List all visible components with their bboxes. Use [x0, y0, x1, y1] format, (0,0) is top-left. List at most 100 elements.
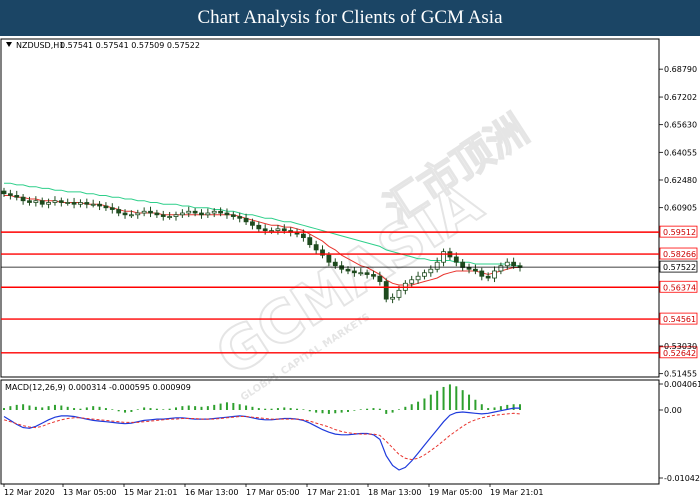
candle	[52, 196, 58, 206]
candle	[307, 234, 313, 248]
candle	[84, 198, 90, 209]
candle	[351, 267, 357, 277]
candle	[218, 207, 223, 217]
candle	[148, 206, 153, 218]
candle	[122, 209, 128, 219]
level-tag-text: 0.54561	[663, 315, 696, 324]
x-tick-label: 12 Mar 2020	[4, 488, 55, 497]
candle	[205, 208, 211, 218]
candle	[262, 224, 268, 235]
candle	[90, 199, 96, 208]
y-tick-label: 0.53030	[664, 342, 697, 351]
candle	[58, 197, 64, 207]
candle	[109, 203, 115, 214]
candle	[250, 218, 255, 230]
candle	[396, 285, 402, 301]
candle	[504, 258, 510, 270]
candle	[422, 269, 427, 280]
x-tick-label: 16 Mar 13:00	[185, 488, 238, 497]
y-tick-label: 0.68790	[664, 65, 697, 74]
candle	[224, 208, 230, 219]
level-tag-text: 0.56374	[663, 283, 696, 292]
candle	[199, 209, 204, 219]
candle	[1, 187, 7, 197]
y-tick-label: 0.64055	[664, 148, 697, 157]
candle	[434, 257, 440, 273]
candle	[160, 210, 166, 221]
candle	[364, 269, 370, 279]
level-tag: 0.58266	[659, 247, 698, 260]
macd-layer	[3, 384, 521, 471]
y-tick-label: 0.51455	[664, 370, 697, 379]
candle	[65, 198, 71, 206]
candle	[14, 190, 20, 201]
level-tag: 0.52642	[659, 346, 698, 359]
candle	[103, 202, 109, 211]
macd-label: MACD(12,26,9) 0.000314 -0.000595 0.00090…	[5, 383, 191, 392]
candle	[485, 272, 491, 282]
current-price-text: 0.57522	[663, 263, 696, 272]
candle	[97, 201, 102, 211]
candle	[129, 210, 134, 218]
page-title: Chart Analysis for Clients of GCM Asia	[0, 0, 700, 36]
y-tick-label: 0.62480	[664, 176, 697, 185]
candle	[479, 267, 485, 281]
level-layer: 0.59512 0.58266 0.56374 0.54561 0.52642 0.575…	[1, 225, 698, 359]
x-tick-label: 13 Mar 05:00	[63, 488, 116, 497]
candle	[358, 268, 364, 276]
candle	[256, 221, 262, 232]
candle	[135, 209, 141, 219]
candle	[237, 212, 243, 223]
level-tag-text: 0.52642	[663, 349, 696, 358]
macd-line	[3, 407, 520, 471]
level-tag: 0.56374	[659, 280, 698, 293]
x-tick-label: 17 Mar 21:01	[307, 488, 360, 497]
level-tag: 0.59512	[659, 225, 698, 238]
current-price-tag: 0.57522	[659, 260, 698, 273]
candle	[211, 208, 217, 218]
candle	[179, 209, 185, 218]
time-axis: 12 Mar 2020 13 Mar 05:00 15 Mar 21:01 16 Ma…	[3, 484, 543, 497]
candle	[377, 271, 383, 286]
candle	[154, 209, 160, 218]
level-tag-text: 0.59512	[663, 228, 696, 237]
candle	[39, 197, 45, 208]
candle	[415, 271, 421, 284]
x-tick-label: 18 Mar 13:00	[368, 488, 421, 497]
x-tick-label: 15 Mar 21:01	[124, 488, 177, 497]
chart-symbol: NZDUSD,H1	[16, 41, 64, 50]
chart-svg: GCMASIA 汇市顶洲 GLOBAL CAPITAL MARKETS NZDU…	[0, 38, 700, 497]
candle	[313, 240, 319, 254]
candle	[20, 194, 26, 205]
price-axis: 0.68790 0.67202 0.65630 0.64055 0.62480 0.609…	[659, 65, 697, 379]
candle	[473, 264, 478, 275]
candle	[27, 196, 32, 206]
candle	[7, 189, 13, 200]
chart-menu-triangle-icon[interactable]	[6, 42, 12, 47]
level-tag: 0.54561	[659, 312, 698, 325]
macd-y-tick-label: 0.00	[664, 406, 682, 415]
x-tick-label: 19 Mar 21:01	[490, 488, 543, 497]
macd-signal-line	[3, 412, 521, 461]
x-tick-label: 17 Mar 05:00	[246, 488, 299, 497]
ma-slow-line	[4, 182, 520, 267]
candle	[243, 213, 249, 225]
candle	[33, 196, 39, 207]
candle	[167, 211, 173, 220]
candle	[320, 245, 325, 259]
candle	[371, 270, 376, 280]
candle	[409, 275, 415, 287]
level-tag-text: 0.58266	[663, 250, 696, 259]
y-tick-label: 0.65630	[664, 121, 697, 130]
candle	[46, 198, 51, 209]
y-tick-label: 0.60905	[664, 204, 697, 213]
candle	[275, 224, 281, 235]
price-layer	[1, 182, 523, 304]
candle	[141, 207, 147, 217]
candle	[498, 262, 504, 275]
ma-fast-line	[4, 195, 520, 286]
candle	[71, 197, 77, 209]
candle	[492, 266, 497, 283]
